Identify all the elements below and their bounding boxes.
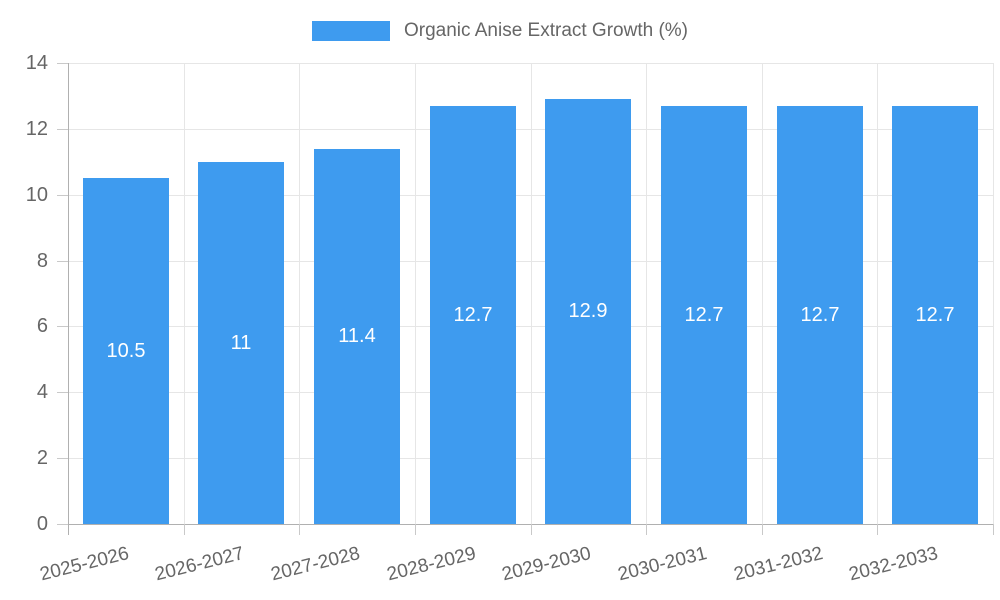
x-gridline (646, 63, 647, 524)
y-gridline (68, 392, 993, 393)
x-tick-mark (993, 524, 994, 535)
x-gridline (415, 63, 416, 524)
y-axis-tick-label: 2 (36, 447, 48, 469)
y-gridline (68, 261, 993, 262)
bar-value-label: 12.9 (568, 300, 608, 322)
y-tick-mark (57, 392, 68, 393)
x-axis-tick-label: 2030-2031 (615, 543, 710, 586)
bar-value-label: 12.7 (915, 303, 955, 326)
bar[interactable]: 12.9 (545, 99, 631, 524)
y-tick-mark (57, 63, 68, 64)
y-axis-tick-label: 12 (25, 118, 48, 140)
bar-value-label: 10.5 (106, 339, 146, 362)
legend-swatch (311, 21, 390, 41)
y-tick-mark (57, 129, 68, 130)
x-gridline (184, 63, 185, 524)
x-gridline (762, 63, 763, 524)
bar[interactable]: 11 (198, 162, 284, 524)
x-axis-tick-label: 2032-2033 (846, 543, 941, 586)
bar[interactable]: 12.7 (777, 106, 863, 524)
x-gridline (299, 63, 300, 524)
y-tick-mark (57, 326, 68, 327)
y-tick-mark (57, 524, 68, 525)
x-axis-tick-label: 2029-2030 (499, 543, 594, 586)
x-gridline (993, 63, 994, 524)
bar-value-label: 11.4 (338, 325, 376, 347)
bar[interactable]: 12.7 (892, 106, 978, 524)
y-gridline (68, 524, 993, 525)
y-axis-tick-label: 6 (36, 315, 48, 337)
legend-label: Organic Anise Extract Growth (%) (403, 20, 689, 41)
x-gridline (877, 63, 878, 524)
bar[interactable]: 12.7 (661, 106, 747, 524)
bar-value-label: 12.7 (684, 303, 724, 326)
x-tick-mark (184, 524, 185, 535)
x-tick-mark (299, 524, 300, 535)
chart-legend[interactable]: Organic Anise Extract Growth (%) (0, 18, 1000, 44)
bar[interactable]: 10.5 (83, 178, 169, 524)
x-axis-tick-label: 2027-2028 (268, 543, 363, 586)
bar-value-label: 12.7 (800, 303, 840, 326)
y-gridline (68, 195, 993, 196)
bar[interactable]: 12.7 (430, 106, 516, 524)
y-gridline (68, 458, 993, 459)
y-tick-mark (57, 261, 68, 262)
y-axis-line (68, 63, 69, 524)
y-gridline (68, 63, 993, 64)
y-gridline (68, 129, 993, 130)
x-axis-tick-label: 2031-2032 (731, 543, 826, 586)
x-axis-tick-label: 2026-2027 (152, 543, 247, 586)
y-axis-tick-label: 4 (36, 381, 48, 403)
y-tick-mark (57, 195, 68, 196)
x-tick-mark (877, 524, 878, 535)
bar-value-label: 12.7 (453, 303, 493, 326)
y-axis-tick-label: 8 (36, 250, 48, 272)
x-tick-mark (415, 524, 416, 535)
y-axis-tick-label: 0 (36, 513, 48, 535)
x-tick-mark (646, 524, 647, 535)
x-axis-tick-label: 2028-2029 (384, 543, 479, 586)
x-tick-mark (531, 524, 532, 535)
y-axis-tick-label: 14 (25, 52, 48, 74)
x-tick-mark (68, 524, 69, 535)
y-tick-mark (57, 458, 68, 459)
x-tick-mark (762, 524, 763, 535)
y-axis-tick-label: 10 (25, 184, 48, 206)
x-axis-tick-label: 2025-2026 (37, 543, 132, 586)
y-gridline (68, 326, 993, 327)
bar[interactable]: 11.4 (314, 149, 400, 524)
x-gridline (531, 63, 532, 524)
bar-value-label: 11 (230, 331, 252, 354)
